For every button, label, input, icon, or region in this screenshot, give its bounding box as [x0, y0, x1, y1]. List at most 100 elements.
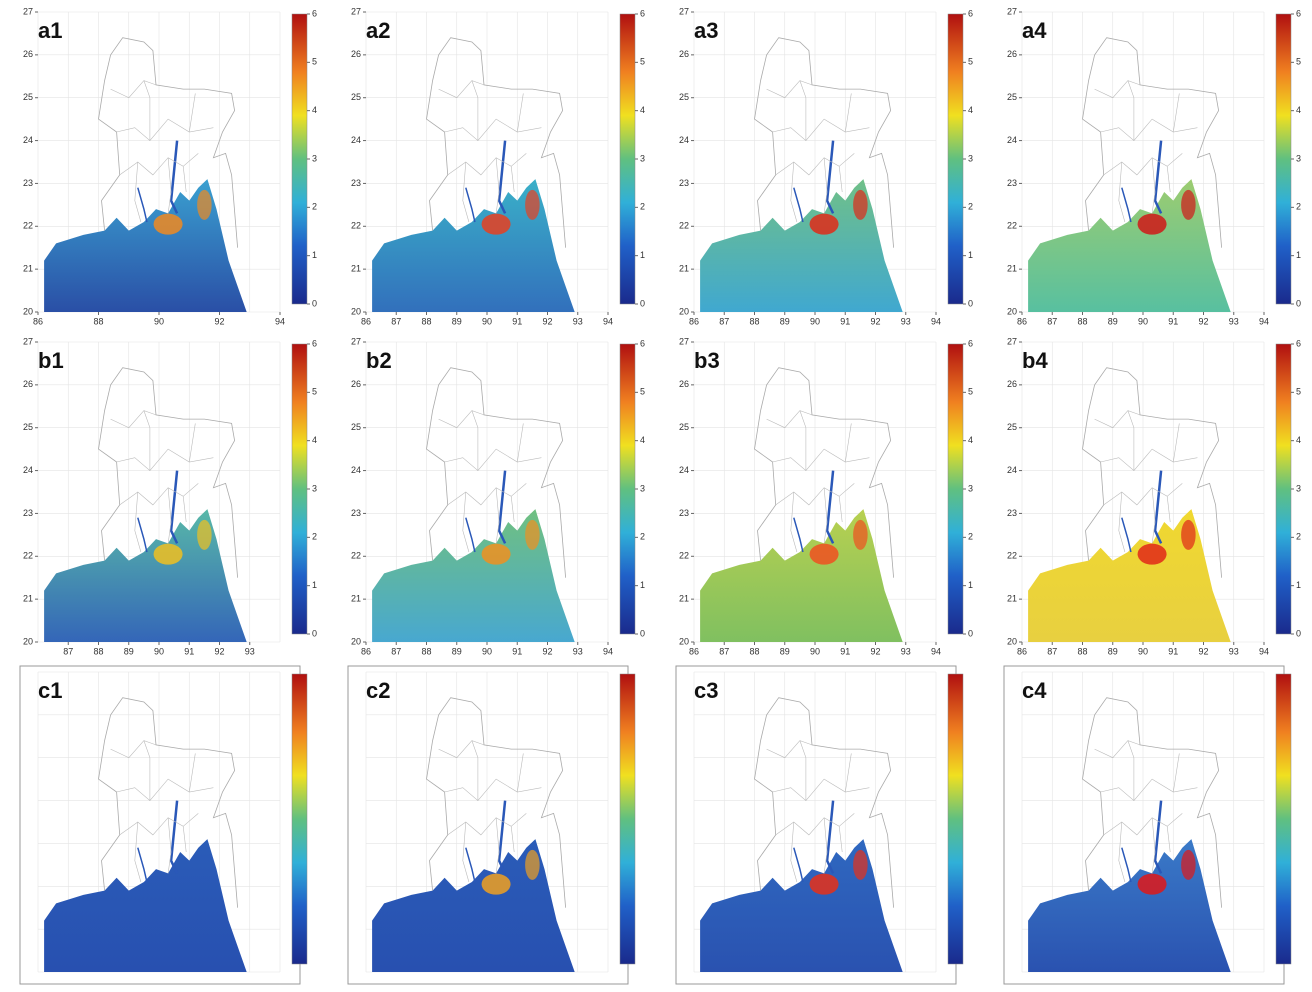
- panel-label: b4: [1022, 348, 1048, 373]
- surge-hotspot: [525, 519, 540, 550]
- colorbar-tick-label: 5: [640, 57, 645, 67]
- district-boundary: [799, 740, 807, 801]
- y-tick-label: 21: [23, 594, 33, 604]
- land-boundary: [98, 367, 238, 578]
- colorbar-tick-label: 4: [1296, 105, 1301, 115]
- y-tick-label: 26: [351, 379, 361, 389]
- district-boundary: [447, 483, 527, 506]
- district-boundary: [134, 161, 142, 223]
- surge-hotspot: [481, 213, 511, 235]
- y-tick-label: 22: [1007, 551, 1017, 561]
- colorbar-tick-label: 4: [312, 105, 317, 115]
- x-tick-label: 87: [391, 646, 401, 656]
- district-boundary: [462, 821, 470, 883]
- district-boundary: [110, 410, 157, 429]
- y-tick-label: 25: [351, 422, 361, 432]
- panel-label: a2: [366, 18, 390, 43]
- colorbar-tick-label: 6: [968, 338, 973, 348]
- river: [169, 470, 179, 544]
- river: [497, 800, 507, 874]
- x-tick-label: 88: [1077, 646, 1087, 656]
- colorbar-tick-label: 1: [312, 580, 317, 590]
- colorbar-tick-label: 1: [968, 580, 973, 590]
- y-tick-label: 27: [1007, 336, 1017, 346]
- river: [825, 140, 835, 214]
- district-boundary: [838, 826, 843, 853]
- sea-field: [700, 179, 903, 312]
- district-boundary: [1173, 93, 1180, 133]
- colorbar-tick-label: 1: [640, 580, 645, 590]
- y-tick-label: 24: [1007, 465, 1017, 475]
- y-tick-label: 21: [351, 264, 361, 274]
- y-tick-label: 24: [351, 135, 361, 145]
- district-boundary: [116, 448, 214, 472]
- colorbar-tick-label: 5: [968, 387, 973, 397]
- surge-hotspot: [197, 519, 212, 550]
- panel-label: c3: [694, 678, 718, 703]
- land-boundary: [426, 367, 566, 578]
- colorbar: [947, 343, 964, 635]
- district-boundary: [1118, 491, 1126, 553]
- y-tick-label: 23: [1007, 178, 1017, 188]
- colorbar: [1275, 343, 1292, 635]
- y-tick-label: 24: [679, 135, 689, 145]
- district-boundary: [167, 817, 172, 874]
- y-tick-label: 21: [351, 594, 361, 604]
- district-boundary: [1100, 778, 1198, 802]
- surge-hotspot: [853, 849, 868, 880]
- surge-hotspot: [809, 873, 839, 895]
- x-tick-label: 93: [245, 646, 255, 656]
- district-boundary: [471, 410, 479, 471]
- river: [825, 800, 835, 874]
- land-boundary: [754, 697, 894, 908]
- river: [793, 847, 804, 883]
- y-tick-label: 26: [1007, 49, 1017, 59]
- y-tick-label: 21: [679, 264, 689, 274]
- district-boundary: [1173, 423, 1180, 463]
- colorbar-tick-label: 6: [312, 8, 317, 18]
- colorbar: [1275, 13, 1292, 305]
- x-tick-label: 87: [719, 316, 729, 326]
- colorbar-tick-label: 6: [312, 338, 317, 348]
- y-tick-label: 26: [23, 49, 33, 59]
- river: [793, 517, 804, 553]
- colorbar-tick-label: 6: [1296, 8, 1301, 18]
- colorbar-tick-label: 3: [640, 483, 645, 493]
- river: [465, 847, 476, 883]
- x-tick-label: 88: [421, 316, 431, 326]
- x-tick-label: 89: [124, 646, 134, 656]
- x-tick-label: 90: [810, 316, 820, 326]
- colorbar-tick-label: 3: [968, 153, 973, 163]
- x-tick-label: 86: [1017, 316, 1027, 326]
- river: [825, 470, 835, 544]
- x-tick-label: 86: [1017, 646, 1027, 656]
- district-boundary: [1151, 817, 1156, 874]
- district-boundary: [823, 487, 828, 544]
- surge-hotspot: [809, 543, 839, 565]
- district-boundary: [1094, 740, 1141, 759]
- district-boundary: [1166, 826, 1171, 853]
- district-boundary: [772, 448, 870, 472]
- colorbar-tick-label: 2: [312, 202, 317, 212]
- district-boundary: [182, 496, 187, 523]
- x-tick-label: 91: [512, 646, 522, 656]
- x-tick-label: 88: [749, 646, 759, 656]
- x-tick-label: 93: [1229, 316, 1239, 326]
- river: [465, 517, 476, 553]
- x-tick-label: 86: [689, 646, 699, 656]
- y-tick-label: 25: [23, 92, 33, 102]
- y-tick-label: 27: [23, 6, 33, 16]
- x-tick-label: 91: [184, 646, 194, 656]
- colorbar-tick-label: 4: [640, 435, 645, 445]
- district-boundary: [495, 157, 500, 214]
- y-tick-label: 21: [1007, 594, 1017, 604]
- sea-field: [372, 179, 575, 312]
- district-boundary: [772, 118, 870, 142]
- surge-hotspot: [525, 189, 540, 220]
- x-tick-label: 89: [1108, 646, 1118, 656]
- y-tick-label: 21: [23, 264, 33, 274]
- district-boundary: [182, 166, 187, 193]
